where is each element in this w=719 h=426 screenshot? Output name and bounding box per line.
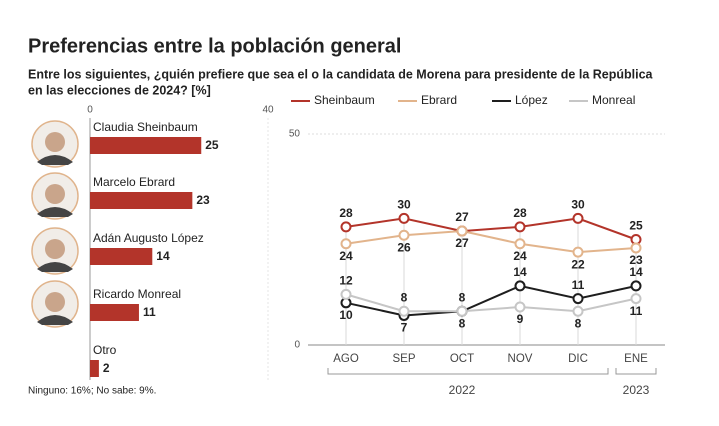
x-tick-label: AGO xyxy=(333,353,359,365)
series-line xyxy=(345,284,637,317)
title: Preferencias entre la población general xyxy=(28,35,401,57)
point-label: 28 xyxy=(339,206,353,220)
point-label: 27 xyxy=(455,236,469,250)
legend-label: Monreal xyxy=(592,93,635,107)
point xyxy=(630,293,642,305)
point-label: 8 xyxy=(575,316,582,330)
x-tick-label: OCT xyxy=(450,353,474,365)
point-label: 25 xyxy=(629,219,643,233)
point xyxy=(572,293,584,305)
point-label: 24 xyxy=(513,249,527,263)
point-label: 30 xyxy=(397,198,411,212)
point-label: 24 xyxy=(339,249,353,263)
point-label: 26 xyxy=(397,240,411,254)
point xyxy=(630,242,642,254)
year-bracket xyxy=(615,368,657,375)
point xyxy=(572,305,584,317)
legend-label: Sheinbaum xyxy=(314,93,375,107)
point xyxy=(398,305,410,317)
year-bracket xyxy=(327,368,609,375)
point xyxy=(456,225,468,237)
point-label: 14 xyxy=(513,265,527,279)
point-label: 8 xyxy=(459,316,466,330)
portrait-head xyxy=(45,184,65,204)
year-label: 2023 xyxy=(623,383,650,397)
year-label: 2022 xyxy=(449,383,476,397)
point xyxy=(572,212,584,224)
bar-value: 25 xyxy=(205,138,219,152)
point-label: 27 xyxy=(455,210,469,224)
point-label: 23 xyxy=(629,253,643,267)
point xyxy=(514,301,526,313)
point xyxy=(340,288,352,300)
legend-label: Ebrard xyxy=(421,93,457,107)
portrait-head xyxy=(45,132,65,152)
point-label: 11 xyxy=(572,278,585,292)
point-label: 14 xyxy=(629,265,643,279)
series-line xyxy=(345,293,637,313)
bar-value: 14 xyxy=(156,249,170,263)
point xyxy=(340,238,352,250)
category-label: Marcelo Ebrard xyxy=(93,175,175,189)
x-tick-label: NOV xyxy=(508,353,533,365)
category-label: Adán Augusto López xyxy=(93,231,204,245)
point xyxy=(398,212,410,224)
point xyxy=(630,280,642,292)
category-label: Otro xyxy=(93,343,117,357)
bar xyxy=(90,137,202,154)
portrait-head xyxy=(45,239,65,259)
portrait-body xyxy=(37,207,73,217)
category-label: Ricardo Monreal xyxy=(93,287,181,301)
x-tick-label: ENE xyxy=(624,353,648,365)
portrait-body xyxy=(37,262,73,272)
portrait-head xyxy=(45,292,65,312)
x-tick-label: DIC xyxy=(568,353,588,365)
point xyxy=(514,221,526,233)
subtitle: en las elecciones de 2024? [%] xyxy=(28,83,211,97)
note: Ninguno: 16%; No sabe: 9%. xyxy=(28,386,156,397)
point xyxy=(398,229,410,241)
point-label: 28 xyxy=(513,206,527,220)
point-label: 8 xyxy=(459,290,466,304)
point xyxy=(456,305,468,317)
bar xyxy=(90,360,99,377)
bar-value: 11 xyxy=(143,305,156,319)
point-label: 9 xyxy=(517,312,524,326)
point-label: 8 xyxy=(401,290,408,304)
point-label: 12 xyxy=(339,274,353,288)
portrait-body xyxy=(37,155,73,165)
series-line xyxy=(345,217,637,241)
bar xyxy=(90,248,153,265)
x-tick-label: 0 xyxy=(87,105,93,116)
x-tick-label: SEP xyxy=(392,353,415,365)
y-tick-label: 50 xyxy=(289,129,301,140)
subtitle: Entre los siguientes, ¿quién prefiere qu… xyxy=(28,67,654,81)
portrait-body xyxy=(37,315,73,325)
bar xyxy=(90,192,193,209)
point xyxy=(340,221,352,233)
bar-value: 23 xyxy=(196,193,210,207)
point-label: 22 xyxy=(571,257,585,271)
bar-value: 2 xyxy=(103,361,110,375)
point-label: 30 xyxy=(571,198,585,212)
point-label: 7 xyxy=(401,321,408,335)
point xyxy=(572,246,584,258)
series-line xyxy=(345,230,637,254)
legend-label: López xyxy=(515,93,548,107)
category-label: Claudia Sheinbaum xyxy=(93,120,198,134)
x-tick-label: 40 xyxy=(262,105,274,116)
y-tick-label: 0 xyxy=(294,340,300,351)
point-label: 11 xyxy=(630,304,643,318)
point xyxy=(514,238,526,250)
point xyxy=(514,280,526,292)
bar xyxy=(90,304,139,321)
point-label: 10 xyxy=(339,308,353,322)
